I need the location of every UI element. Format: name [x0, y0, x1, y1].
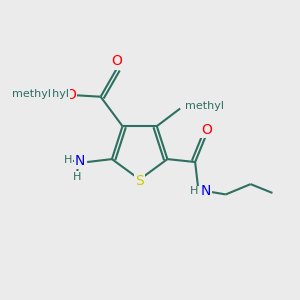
- Text: methyl: methyl: [184, 100, 224, 111]
- Text: methyl: methyl: [30, 89, 69, 99]
- Text: N: N: [200, 184, 211, 199]
- Text: O: O: [111, 54, 122, 68]
- Text: N: N: [75, 154, 85, 168]
- Text: H: H: [73, 172, 81, 182]
- Text: S: S: [135, 174, 144, 188]
- Text: H: H: [64, 155, 72, 165]
- Text: O: O: [201, 123, 212, 137]
- Text: H: H: [190, 187, 198, 196]
- Text: methyl: methyl: [12, 89, 51, 99]
- Text: O: O: [65, 88, 76, 102]
